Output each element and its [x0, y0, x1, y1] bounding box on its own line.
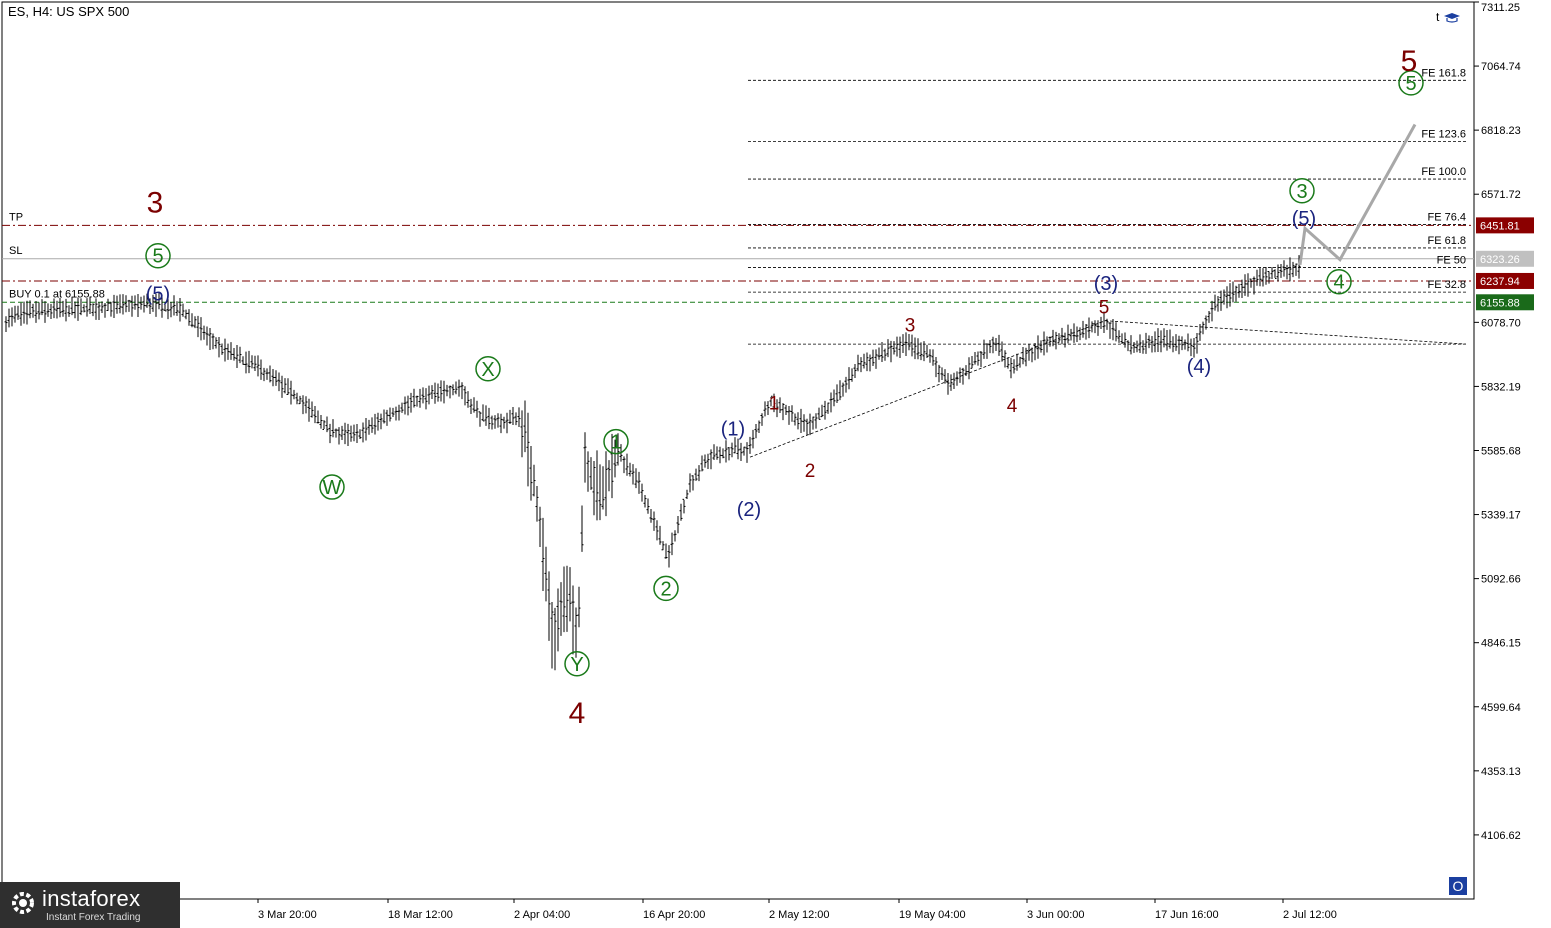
price-tag-label: 6155.88	[1480, 297, 1520, 309]
fib-label: FE 32.8	[1427, 279, 1466, 291]
fib-label: FE 50	[1437, 254, 1466, 266]
y-tick-label: 5585.68	[1481, 445, 1521, 457]
price-axis: 7311.25 7064.74 6818.23 6571.72 6078.70 5832.…	[1474, 1, 1521, 842]
wave-label-circled: X	[481, 359, 494, 381]
x-tick-label: 16 Apr 20:00	[643, 909, 705, 921]
price-tag	[1476, 294, 1534, 311]
x-tick-label: 2 Apr 04:00	[514, 909, 570, 921]
wave-circle	[653, 575, 679, 602]
price-tags: 6451.81 6323.26 6237.94 6155.88	[1476, 217, 1534, 311]
y-tick-label: 5339.17	[1481, 510, 1521, 522]
chart-title: ES, H4: US SPX 500	[8, 4, 130, 19]
price-tag	[1476, 250, 1534, 267]
wave-label-intermediate: (5)	[146, 283, 170, 305]
wave-circle	[1326, 268, 1352, 295]
corner-label-text: t	[1436, 10, 1440, 24]
projection-path	[1298, 123, 1417, 266]
wave-label-circled: 4	[1333, 272, 1344, 294]
time-axis: 3 Mar 20:00 18 Mar 12:00 2 Apr 04:00 16 Apr…	[257, 899, 1337, 921]
wave-label-minor: 1	[769, 394, 780, 415]
wave-label-intermediate: (4)	[1187, 356, 1211, 378]
trade-levels: TP SL BUY 0.1 at 6155.88	[2, 211, 1474, 303]
logo-tagline: Instant Forex Trading	[46, 912, 141, 923]
y-tick-label: 5832.19	[1481, 381, 1521, 393]
x-tick-label: 2 May 12:00	[769, 909, 830, 921]
x-tick-label: 3 Mar 20:00	[258, 909, 317, 921]
y-tick-label: 7311.25	[1481, 2, 1520, 14]
logo-name: instaforex	[42, 886, 141, 911]
fib-label: FE 76.4	[1427, 212, 1466, 224]
y-tick-label: 4353.13	[1481, 766, 1521, 778]
level-label: TP	[9, 211, 23, 223]
level-label: SL	[9, 245, 22, 257]
projection-line	[1298, 123, 1417, 266]
wave-label-major: 4	[569, 697, 586, 730]
price-tag	[1476, 272, 1534, 289]
x-tick-label: 17 Jun 16:00	[1155, 909, 1219, 921]
price-tag-label: 6323.26	[1480, 254, 1520, 266]
y-tick-label: 6818.23	[1481, 125, 1521, 137]
x-tick-label: 3 Jun 00:00	[1027, 909, 1085, 921]
y-tick-label: 6571.72	[1481, 189, 1521, 201]
x-tick-label: 2 Jul 12:00	[1283, 909, 1337, 921]
wave-label-minor: 2	[805, 461, 816, 482]
graduation-cap-icon[interactable]	[1443, 12, 1461, 24]
wave-label-circled: Y	[570, 654, 583, 676]
price-tag	[1476, 217, 1534, 234]
wave-label-circled: 2	[660, 578, 671, 600]
wave-circle	[603, 428, 629, 455]
fib-label: FE 123.6	[1421, 128, 1466, 140]
fib-label: FE 161.8	[1421, 67, 1466, 79]
y-tick-label: 5092.66	[1481, 574, 1521, 586]
fib-label: FE 100.0	[1421, 166, 1466, 178]
gear-logo-icon	[12, 892, 34, 914]
wave-label-circled: W	[323, 477, 342, 499]
x-tick-label: 18 Mar 12:00	[388, 909, 453, 921]
wave-circle	[1289, 178, 1315, 204]
corner-label[interactable]: t	[1436, 10, 1461, 24]
trend-line-lower	[749, 320, 1106, 458]
wave-label-circled: 5	[1405, 73, 1416, 95]
o-button[interactable]: O	[1449, 877, 1467, 895]
y-tick-label: 4599.64	[1481, 702, 1521, 714]
wave-circle	[145, 242, 171, 269]
wave-label-intermediate: (1)	[721, 419, 745, 441]
wave-label-intermediate: (5)	[1292, 208, 1316, 230]
wave-circle	[564, 651, 590, 677]
trend-line-upper	[1104, 320, 1467, 345]
wave-circle	[475, 356, 501, 382]
wave-label-circled: 5	[152, 246, 163, 268]
level-label: BUY 0.1 at 6155.88	[9, 288, 105, 300]
price-bars	[4, 255, 1301, 671]
wave-label-minor: 4	[1007, 396, 1018, 417]
fib-label: FE 61.8	[1427, 235, 1466, 247]
wave-circle	[319, 474, 345, 500]
y-tick-label: 7064.74	[1481, 61, 1521, 73]
wave-label-major: 3	[147, 186, 164, 219]
y-tick-label: 6078.70	[1481, 317, 1521, 329]
fibonacci-levels: FE 161.8 FE 123.6 FE 100.0 FE 76.4 FE 61.8 FE…	[748, 67, 1466, 345]
wave-label-circled: 1	[610, 432, 621, 454]
wave-circle	[1398, 70, 1424, 96]
price-tag-label: 6451.81	[1480, 220, 1520, 232]
wave-label-intermediate: (3)	[1094, 273, 1118, 295]
instaforex-logo: instaforex Instant Forex Trading	[0, 882, 180, 928]
y-tick-label: 4846.15	[1481, 638, 1521, 650]
price-tag-label: 6237.94	[1480, 276, 1520, 288]
y-tick-label: 4106.62	[1481, 830, 1521, 842]
wave-label-minor: 3	[905, 316, 916, 337]
wave-label-major: 5	[1401, 45, 1418, 78]
wave-label-intermediate: (2)	[737, 499, 761, 521]
x-tick-label: 19 May 04:00	[899, 909, 966, 921]
wave-label-circled: 3	[1296, 181, 1307, 203]
wave-label-minor: 5	[1099, 297, 1110, 318]
trend-lines	[749, 320, 1467, 458]
